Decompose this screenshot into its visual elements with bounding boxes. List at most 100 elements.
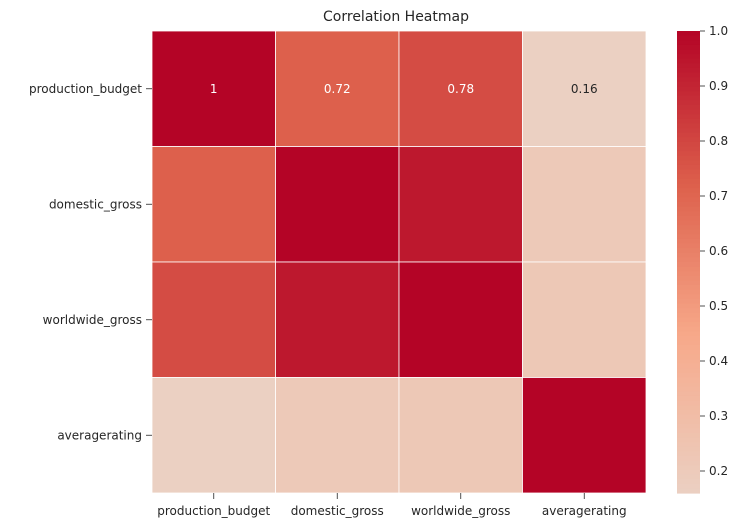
- heatmap-cell-3-2: [398, 377, 523, 494]
- colorbar-segment: [677, 201, 700, 208]
- colorbar-segment: [677, 446, 700, 453]
- colorbar-segment: [677, 400, 700, 406]
- colorbar-segment: [677, 479, 700, 485]
- colorbar-segment: [677, 285, 700, 291]
- colorbar-segment: [677, 169, 700, 175]
- colorbar-segment: [677, 58, 700, 64]
- colorbar-segment: [677, 317, 700, 323]
- colorbar-segment: [677, 248, 700, 254]
- colorbar-segment: [677, 340, 700, 346]
- colorbar-segment: [677, 206, 700, 212]
- heatmap-cell-1-0: [151, 146, 276, 263]
- colorbar-segment: [677, 164, 700, 171]
- colorbar-segment: [677, 109, 700, 115]
- cell-annotation-0-3: 0.16: [571, 82, 598, 96]
- colorbar-segment: [677, 488, 700, 494]
- colorbar-segment: [677, 423, 700, 429]
- y-axis-labels: production_budget domestic_gross worldwide…: [29, 82, 152, 442]
- colorbar-tick-label: 0.5: [709, 299, 728, 313]
- colorbar: [677, 31, 700, 494]
- colorbar-segment: [677, 271, 700, 277]
- colorbar-segment: [677, 432, 700, 439]
- colorbar-segment: [677, 442, 700, 448]
- x-tick-label: domestic_gross: [291, 504, 384, 518]
- colorbar-segment: [677, 72, 700, 78]
- heatmap-cell-0-2: [398, 30, 523, 147]
- colorbar-segment: [677, 63, 700, 69]
- colorbar-segment: [677, 211, 700, 217]
- colorbar-tick-label: 0.9: [709, 79, 728, 93]
- colorbar-segment: [677, 465, 700, 471]
- heatmap-cell-2-0: [151, 261, 276, 378]
- colorbar-segment: [677, 382, 700, 388]
- colorbar-segment: [677, 395, 700, 402]
- colorbar-tick-label: 0.4: [709, 354, 728, 368]
- colorbar-segment: [677, 215, 700, 222]
- x-tick-label: worldwide_gross: [411, 504, 510, 518]
- colorbar-segment: [677, 298, 700, 305]
- colorbar-segment: [677, 81, 700, 88]
- colorbar-segment: [677, 345, 700, 351]
- colorbar-segment: [677, 262, 700, 268]
- colorbar-segment: [677, 160, 700, 166]
- heatmap-cell-3-3: [522, 377, 647, 494]
- colorbar-segment: [677, 178, 700, 185]
- colorbar-segment: [677, 151, 700, 157]
- heatmap-cell-0-3: [522, 30, 647, 147]
- colorbar-segment: [677, 266, 700, 272]
- colorbar-segment: [677, 349, 700, 355]
- colorbar-segment: [677, 437, 700, 443]
- colorbar-segment: [677, 322, 700, 328]
- colorbar-segment: [677, 326, 700, 332]
- colorbar-segment: [677, 35, 700, 41]
- x-axis-labels: production_budget domestic_gross worldwide…: [157, 493, 627, 518]
- colorbar-segment: [677, 303, 700, 309]
- colorbar-tick-label: 0.3: [709, 409, 728, 423]
- colorbar-segment: [677, 197, 700, 203]
- colorbar-segment: [677, 86, 700, 92]
- heatmap-cell-1-3: [522, 146, 647, 263]
- colorbar-segment: [677, 243, 700, 249]
- colorbar-segment: [677, 460, 700, 466]
- cell-annotation-0-1: 0.72: [324, 82, 351, 96]
- y-tick-label: production_budget: [29, 82, 142, 96]
- colorbar-segment: [677, 95, 700, 101]
- y-tick-label: averagerating: [57, 428, 142, 442]
- colorbar-segment: [677, 44, 700, 51]
- colorbar-tick-label: 0.8: [709, 134, 728, 148]
- colorbar-segment: [677, 354, 700, 360]
- colorbar-segment: [677, 428, 700, 434]
- colorbar-segment: [677, 40, 700, 46]
- colorbar-segment: [677, 474, 700, 480]
- colorbar-tick-label: 0.2: [709, 464, 728, 478]
- cell-annotation-0-0: 1: [210, 82, 218, 96]
- colorbar-segment: [677, 368, 700, 374]
- y-tick-label: worldwide_gross: [43, 313, 142, 327]
- colorbar-segment: [677, 183, 700, 189]
- heatmap-cells: [151, 30, 647, 494]
- heatmap-cell-3-1: [275, 377, 400, 494]
- colorbar-tick-label: 0.7: [709, 189, 728, 203]
- colorbar-segment: [677, 280, 700, 286]
- colorbar-segment: [677, 128, 700, 134]
- colorbar-segment: [677, 220, 700, 226]
- colorbar-segment: [677, 146, 700, 152]
- colorbar-segment: [677, 312, 700, 319]
- colorbar-segment: [677, 372, 700, 379]
- colorbar-segment: [677, 31, 700, 37]
- colorbar-segment: [677, 174, 700, 180]
- colorbar-segment: [677, 229, 700, 235]
- cell-annotation-0-2: 0.78: [447, 82, 474, 96]
- colorbar-segment: [677, 100, 700, 106]
- colorbar-segment: [677, 409, 700, 416]
- colorbar-segment: [677, 289, 700, 295]
- colorbar-segment: [677, 118, 700, 124]
- colorbar-segment: [677, 49, 700, 55]
- colorbar-segment: [677, 132, 700, 138]
- colorbar-tick-label: 0.6: [709, 244, 728, 258]
- colorbar-segment: [677, 77, 700, 83]
- cell-annotations: 1 0.72 0.78 0.16: [210, 82, 598, 96]
- colorbar-segment: [677, 377, 700, 383]
- colorbar-segment: [677, 114, 700, 120]
